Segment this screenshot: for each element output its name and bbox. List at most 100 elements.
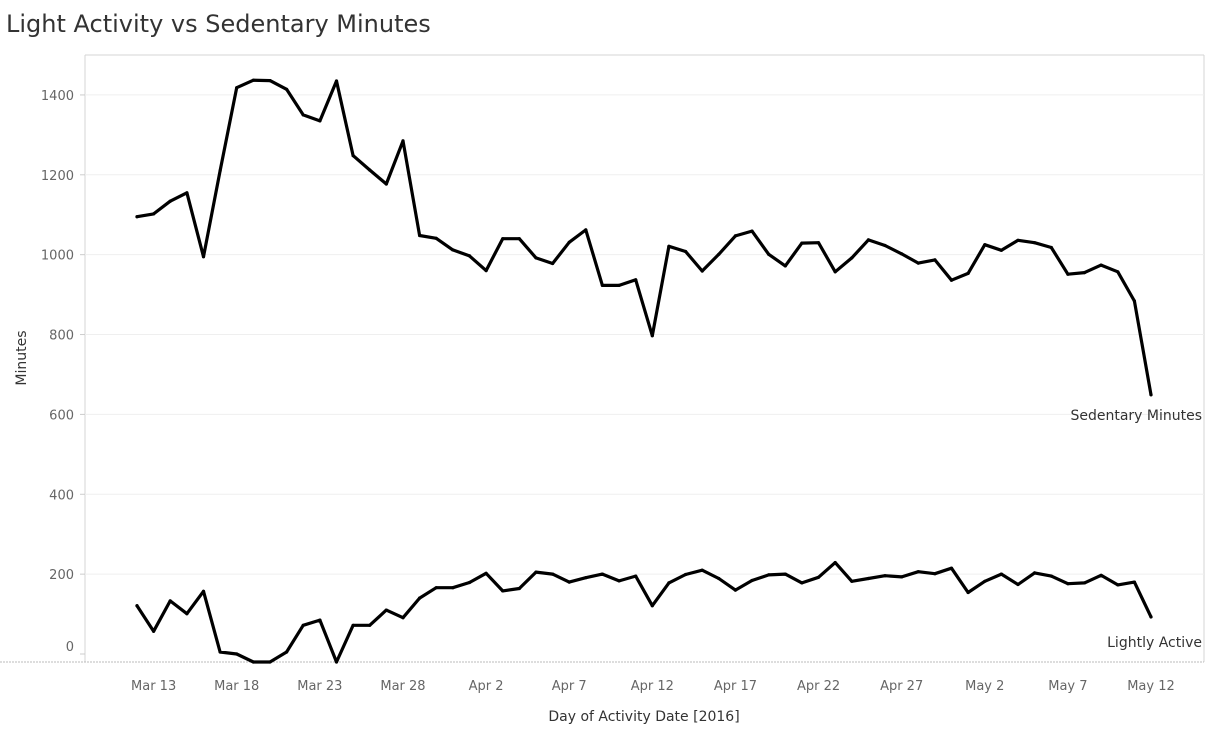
data-point — [1033, 241, 1037, 245]
series-line-lightly-active — [135, 560, 1153, 664]
chart-title: Light Activity vs Sedentary Minutes — [6, 10, 431, 38]
x-tick-label: Apr 22 — [797, 679, 840, 694]
data-point — [816, 241, 821, 245]
data-point — [700, 269, 704, 273]
data-point — [534, 570, 538, 574]
data-point — [351, 154, 355, 158]
data-point — [1016, 238, 1020, 242]
data-point — [584, 576, 588, 580]
data-point — [334, 660, 339, 664]
data-point — [667, 244, 671, 248]
data-point — [251, 78, 255, 82]
data-point — [268, 660, 272, 664]
data-point — [750, 229, 754, 233]
x-tick-label: Apr 17 — [714, 679, 757, 694]
y-tick-label: 600 — [49, 408, 74, 423]
data-point — [634, 278, 638, 282]
data-point — [235, 652, 239, 656]
x-tick-label: Mar 13 — [131, 679, 176, 694]
x-tick-label: Apr 2 — [469, 679, 504, 694]
series-label-sedentary-minutes: Sedentary Minutes — [1070, 408, 1202, 424]
data-point — [600, 572, 605, 576]
data-point — [517, 237, 521, 241]
data-point — [301, 623, 305, 627]
data-point — [268, 79, 272, 83]
data-point — [285, 87, 289, 91]
data-point — [866, 238, 871, 242]
data-point — [368, 623, 372, 627]
data-point — [933, 258, 937, 262]
data-point — [418, 233, 422, 238]
y-axis-ticks: 0 200 400 600 800 1000 1200 1400 — [41, 89, 85, 655]
data-point — [168, 199, 172, 203]
data-point — [600, 283, 605, 287]
data-point — [949, 566, 954, 570]
data-point — [767, 573, 771, 577]
data-point — [617, 283, 621, 287]
data-point — [152, 629, 156, 633]
data-point — [218, 169, 222, 173]
data-point — [434, 586, 438, 590]
data-point — [717, 252, 721, 256]
data-point — [201, 589, 206, 593]
data-point — [1149, 615, 1153, 619]
data-point — [368, 168, 372, 172]
x-tick-label: Apr 12 — [631, 679, 674, 694]
data-point — [650, 334, 654, 338]
data-point — [1132, 299, 1136, 303]
data-point — [983, 243, 987, 247]
data-point — [750, 578, 754, 583]
data-point — [451, 586, 455, 590]
data-point — [1066, 272, 1070, 276]
x-tick-label: May 2 — [965, 679, 1004, 694]
data-point — [384, 182, 388, 186]
data-point — [916, 261, 920, 265]
data-point — [1099, 263, 1103, 267]
y-tick-label: 800 — [49, 329, 74, 344]
data-point — [484, 269, 488, 273]
data-point — [201, 255, 206, 259]
data-point — [966, 271, 970, 275]
data-point — [999, 248, 1004, 252]
y-axis-title: Minutes — [14, 330, 30, 385]
data-point — [900, 252, 904, 256]
data-point — [1132, 580, 1136, 584]
data-point — [667, 581, 671, 585]
data-point — [318, 119, 322, 123]
data-point — [567, 580, 571, 584]
data-point — [1082, 581, 1087, 585]
data-point — [434, 236, 438, 240]
data-point — [1049, 245, 1053, 250]
data-point — [351, 623, 355, 627]
data-point — [767, 252, 771, 256]
x-tick-label: May 7 — [1048, 679, 1087, 694]
y-tick-label: 1200 — [41, 169, 74, 184]
data-point — [318, 618, 322, 622]
data-point — [418, 596, 422, 600]
data-point — [401, 139, 405, 143]
x-axis-ticks: Mar 13 Mar 18 Mar 23 Mar 28 Apr 2 Apr 7 Apr 12… — [131, 679, 1175, 694]
data-point — [949, 278, 954, 282]
data-point — [1116, 583, 1120, 587]
x-tick-label: Mar 23 — [297, 679, 342, 694]
data-point — [733, 588, 738, 592]
data-point — [700, 568, 704, 572]
y-tick-label: 0 — [66, 640, 74, 655]
data-point — [168, 599, 172, 603]
x-tick-label: Apr 7 — [552, 679, 587, 694]
data-point — [467, 580, 472, 585]
data-point — [584, 228, 588, 232]
data-point — [185, 191, 189, 195]
data-point — [1049, 574, 1053, 578]
data-point — [883, 243, 887, 248]
series-label-lightly-active: Lightly Active — [1107, 635, 1202, 651]
data-point — [218, 650, 222, 654]
data-point — [783, 572, 787, 576]
data-point — [501, 237, 505, 241]
data-point — [551, 261, 555, 266]
gridlines — [85, 94, 1204, 575]
data-point — [1082, 271, 1087, 275]
data-point — [384, 608, 388, 612]
data-point — [1016, 582, 1020, 587]
data-point — [551, 572, 555, 576]
